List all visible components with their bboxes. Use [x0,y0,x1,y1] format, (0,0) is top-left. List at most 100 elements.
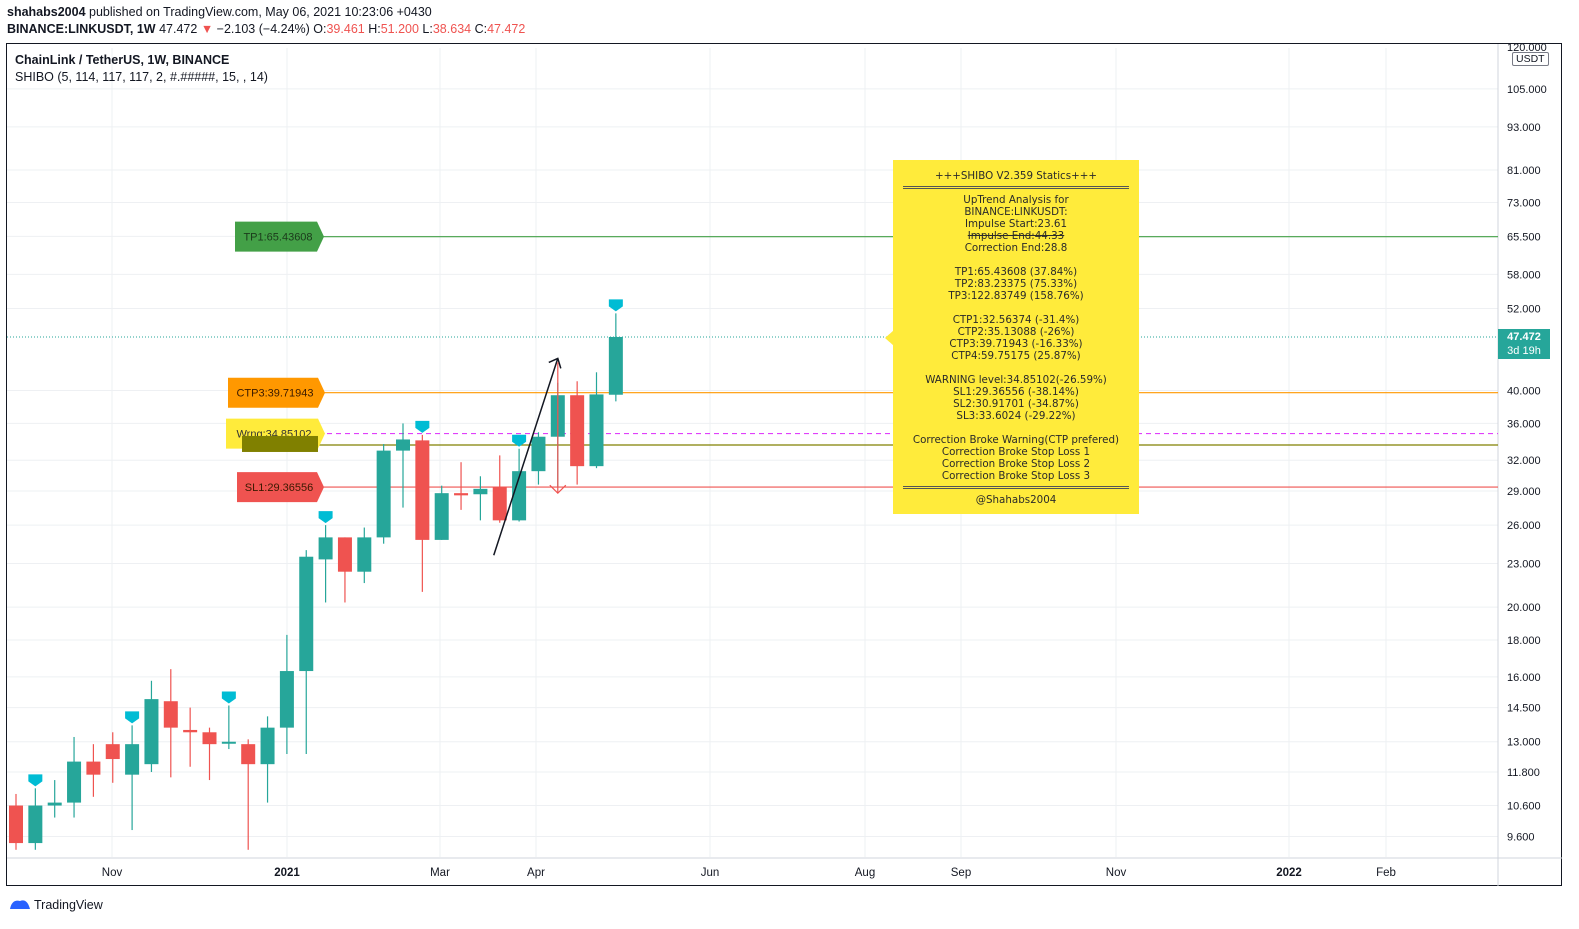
y-tick-label: 16.000 [1507,672,1541,684]
x-tick-label: Aug [855,867,875,879]
sl3-level-tag [242,435,318,452]
correction-arrow-head-icon [549,484,567,495]
x-tick-label: Nov [102,867,123,879]
y-tick-label: 105.000 [1507,84,1547,96]
y-tick-label: 29.000 [1507,486,1541,498]
y-tick-label: 40.000 [1507,386,1541,398]
stats-line: WARNING level:34.85102(-26.59%) [925,374,1107,386]
signal-marker-icon [28,774,43,787]
x-tick-label: Mar [430,867,450,879]
y-tick-label: 11.800 [1507,767,1540,779]
y-tick-label: 13.000 [1507,737,1541,749]
y-tick-label: 120.000 [1507,42,1547,54]
y-tick-label: 32.000 [1507,455,1541,467]
x-tick-label: Jun [701,867,720,879]
level-tag-sl1 [237,472,324,503]
low-value: 38.634 [432,22,472,36]
indicator-legend[interactable]: SHIBO (5, 114, 117, 117, 2, #.#####, 15,… [15,70,268,84]
x-tick-label: Feb [1376,867,1396,879]
y-tick-label: 18.000 [1507,635,1541,647]
bar-countdown: 3d 19h [1507,345,1541,357]
stats-divider [893,182,1139,194]
change-value: −2.103 (−4.24%) [216,22,310,36]
stats-line: CTP2:35.13088 (-26%) [957,326,1075,338]
x-tick-label: 2022 [1276,867,1302,879]
y-tick-label: 65.500 [1507,231,1541,243]
stats-divider [893,482,1139,494]
candle-body [473,488,488,495]
x-tick-label: Sep [951,867,971,879]
current-price-value: 47.472 [1507,331,1541,343]
candle-body [47,802,62,806]
stats-line: Correction Broke Stop Loss 3 [941,470,1091,482]
candle-body [376,450,391,538]
candle-body [337,537,352,572]
stats-line: CTP1:32.56374 (-31.4%) [952,314,1080,326]
candle-body [531,436,546,472]
current-price-tag: 47.472 3d 19h [1498,329,1550,359]
candle-body [434,493,449,540]
chart-frame[interactable] [6,43,1562,886]
signal-marker-icon [318,511,333,524]
open-value: 39.461 [326,22,365,36]
candle-body [357,537,372,572]
candle-body [570,395,585,467]
impulse-arrow-line [493,358,559,556]
x-tick-label: 2021 [274,867,300,879]
candle-body [183,729,198,733]
stats-line: UpTrend Analysis for [963,194,1069,206]
stats-line: Correction Broke Stop Loss 2 [941,458,1091,470]
y-tick-label: 9.600 [1507,831,1535,843]
y-tick-label: 81.000 [1507,165,1541,177]
stats-pointer [885,330,894,346]
candle-body [318,537,333,560]
candle-body [105,744,120,760]
stats-line: TP2:83.23375 (75.33%) [954,278,1078,290]
candle-body [260,727,275,765]
level-tag-tp1 [235,221,324,252]
y-tick-label: 93.000 [1507,122,1541,134]
stats-line: Impulse End:44.33 [967,230,1065,242]
stats-line: +++SHIBO V2.359 Statics+++ [935,170,1097,182]
shibo-stats-box: +++SHIBO V2.359 Statics+++ UpTrend Analys… [893,160,1139,514]
high-value: 51.200 [380,22,419,36]
stats-spacer [893,422,1139,434]
y-tick-label: 52.000 [1507,304,1541,316]
level-tag-label: SL1:29.36556 [245,482,314,494]
stats-line: CTP3:39.71943 (-16.33%) [949,338,1083,350]
candle-body [396,439,410,451]
candle-body [512,471,527,521]
level-tag-label: TP1:65.43608 [243,232,312,244]
signal-marker-icon [221,691,236,704]
brand-label[interactable]: TradingView [34,898,103,912]
candle-body [202,732,217,745]
tradingview-logo-icon[interactable] [9,897,31,914]
candle-body [589,394,604,467]
signal-marker-icon [512,434,527,447]
high-label: H: [368,22,381,36]
stats-line: TP1:65.43608 (37.84%) [954,266,1078,278]
y-tick-label: 14.500 [1507,703,1541,715]
stats-line: SL3:33.6024 (-29.22%) [956,410,1076,422]
close-value: 47.472 [487,22,526,36]
candle-body [28,805,43,844]
stats-line: Correction End:28.8 [964,242,1068,254]
candle-body [86,761,101,775]
currency-badge[interactable]: USDT [1512,52,1549,66]
candle-body [221,741,236,744]
stats-line: @Shahabs2004 [975,494,1057,506]
publish-info: shahabs2004 published on TradingView.com… [7,5,432,19]
stats-line: SL2:30.91701 (-34.87%) [953,398,1079,410]
low-label: L: [422,22,433,36]
y-tick-label: 36.000 [1507,418,1541,430]
candle-body [454,493,469,496]
candle-body [608,336,623,395]
author-name[interactable]: shahabs2004 [7,5,86,19]
candle-body [415,440,430,540]
stats-line: BINANCE:LINKUSDT: [964,206,1068,218]
candle-body [279,671,294,728]
open-label: O: [313,22,327,36]
last-price: 47.472 [159,22,198,36]
stats-spacer [893,302,1139,314]
